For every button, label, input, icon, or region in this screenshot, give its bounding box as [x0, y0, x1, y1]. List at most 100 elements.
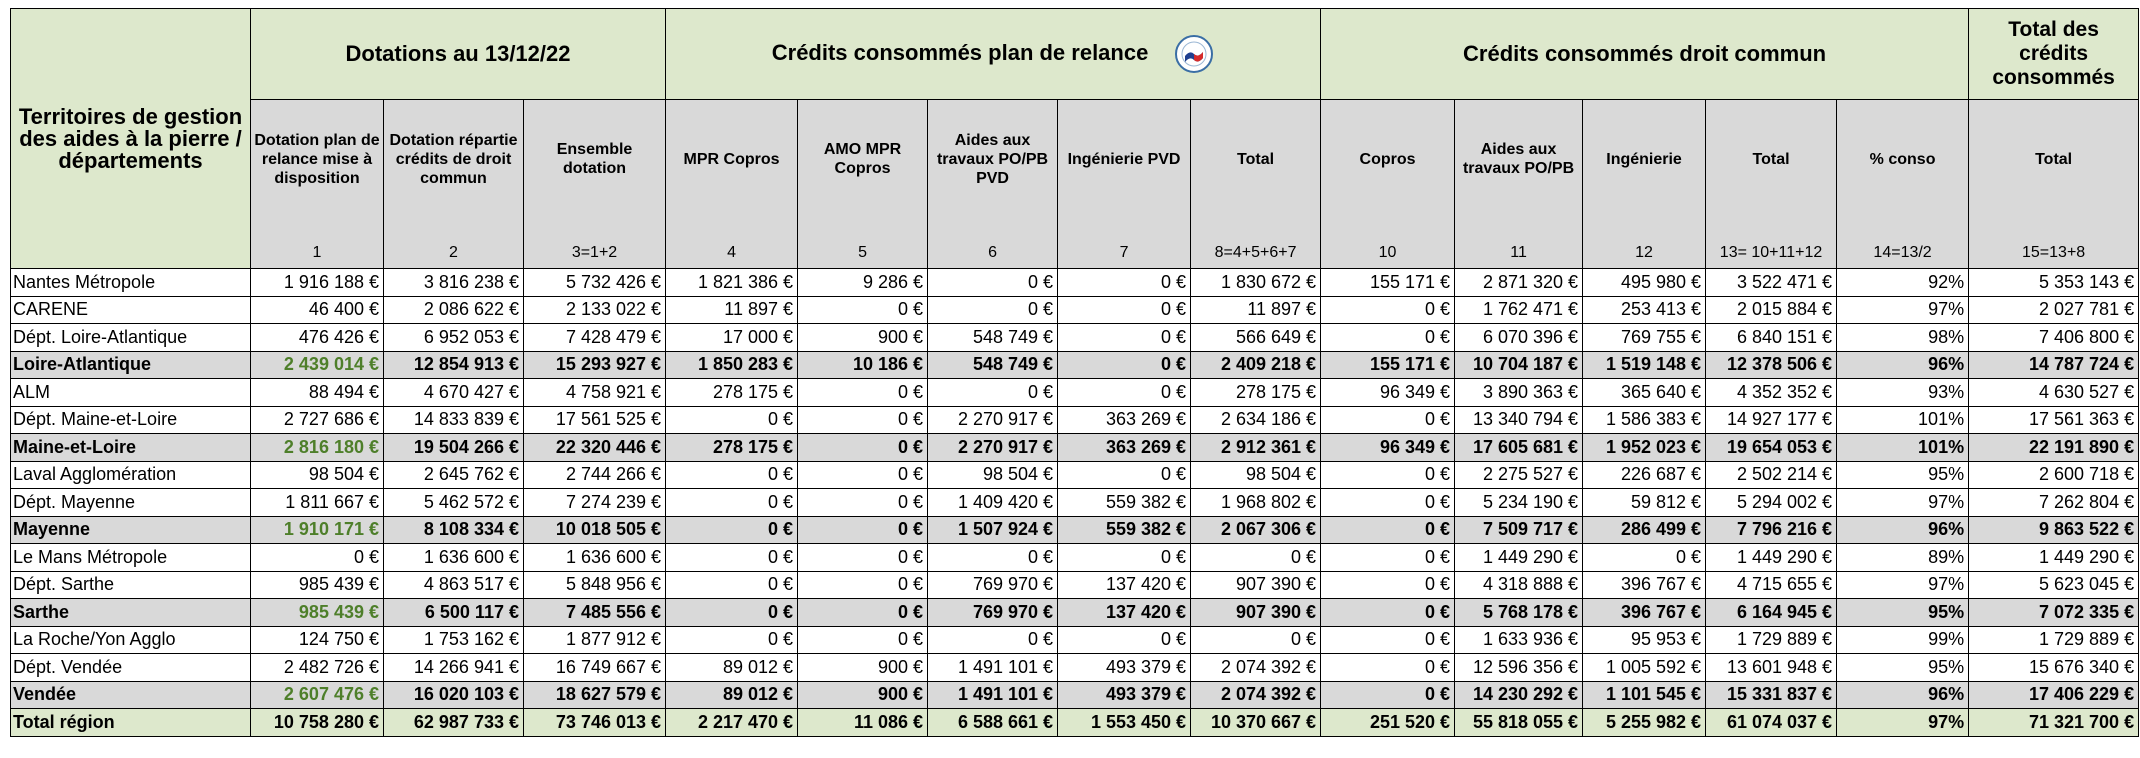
cell: 1 811 667 €	[250, 488, 384, 517]
cell: 17 605 681 €	[1454, 433, 1584, 462]
cell: 89%	[1836, 543, 1970, 572]
cell: 7 428 479 €	[522, 323, 667, 352]
cell: 2 645 762 €	[383, 460, 524, 489]
cell: 396 767 €	[1582, 570, 1707, 599]
cell: 19 654 053 €	[1705, 433, 1838, 462]
cell: 71 321 700 €	[1968, 708, 2140, 737]
table-row: Loire-Atlantique 2 439 014 €12 854 913 €1…	[10, 350, 2140, 379]
column-name: MPR Copros	[683, 150, 780, 168]
cell: 0 €	[797, 405, 929, 434]
column-header: MPR Copros 4	[665, 99, 799, 269]
column-name: Aides aux travaux PO/PB	[1462, 141, 1575, 177]
cell: 985 439 €	[250, 598, 384, 627]
cell: 7 262 804 €	[1968, 488, 2140, 517]
cell: 253 413 €	[1582, 295, 1707, 324]
column-header: Total 8=4+5+6+7	[1190, 99, 1322, 269]
cell: 15 293 927 €	[522, 350, 667, 379]
cell: 2 871 320 €	[1454, 268, 1584, 297]
cell: 101%	[1836, 433, 1970, 462]
territory-header: Territoires de gestion des aides à la pi…	[10, 8, 251, 269]
row-label: ALM	[10, 378, 251, 407]
cell: 2 816 180 €	[250, 433, 384, 462]
cell: 10 704 187 €	[1454, 350, 1584, 379]
cell: 0 €	[1057, 625, 1192, 654]
cell: 2 217 470 €	[665, 708, 799, 737]
cell: 769 755 €	[1582, 323, 1707, 352]
cell: 155 171 €	[1320, 268, 1456, 297]
cell: 0 €	[665, 625, 799, 654]
column-name: Total	[1752, 150, 1790, 168]
cell: 900 €	[797, 680, 929, 709]
table-row: Dépt. Sarthe 985 439 €4 863 517 €5 848 95…	[10, 570, 2140, 599]
cell: 0 €	[927, 295, 1059, 324]
cell: 97%	[1836, 570, 1970, 599]
cell: 1 633 936 €	[1454, 625, 1584, 654]
cell: 98%	[1836, 323, 1970, 352]
cell: 7 796 216 €	[1705, 515, 1838, 544]
cell: 1 830 672 €	[1190, 268, 1322, 297]
cell: 137 420 €	[1057, 570, 1192, 599]
cell: 92%	[1836, 268, 1970, 297]
cell: 1 952 023 €	[1582, 433, 1707, 462]
cell: 14 927 177 €	[1705, 405, 1838, 434]
cell: 5 255 982 €	[1582, 708, 1707, 737]
row-label: Mayenne	[10, 515, 251, 544]
cell: 1 409 420 €	[927, 488, 1059, 517]
cell: 5 234 190 €	[1454, 488, 1584, 517]
cell: 6 070 396 €	[1454, 323, 1584, 352]
cell: 907 390 €	[1190, 598, 1322, 627]
table-row: Nantes Métropole 1 916 188 €3 816 238 €5 …	[10, 268, 2140, 297]
cell: 55 818 055 €	[1454, 708, 1584, 737]
cell: 10 018 505 €	[522, 515, 667, 544]
cell: 251 520 €	[1320, 708, 1456, 737]
cell: 12 596 356 €	[1454, 653, 1584, 682]
cell: 0 €	[1057, 268, 1192, 297]
column-formula: 14=13/2	[1873, 244, 1932, 261]
cell: 1 586 383 €	[1582, 405, 1707, 434]
column-formula: 12	[1635, 244, 1653, 261]
cell: 6 500 117 €	[383, 598, 524, 627]
cell: 0 €	[797, 460, 929, 489]
row-label: Vendée	[10, 680, 251, 709]
cell: 5 848 956 €	[522, 570, 667, 599]
column-name: Dotation plan de relance mise à disposit…	[254, 131, 380, 187]
cell: 1 729 889 €	[1705, 625, 1838, 654]
cell: 2 439 014 €	[250, 350, 384, 379]
cell: 1 636 600 €	[383, 543, 524, 572]
cell: 17 406 229 €	[1968, 680, 2140, 709]
cell: 4 630 527 €	[1968, 378, 2140, 407]
cell: 7 406 800 €	[1968, 323, 2140, 352]
row-label: Maine-et-Loire	[10, 433, 251, 462]
cell: 0 €	[797, 433, 929, 462]
cell: 88 494 €	[250, 378, 384, 407]
cell: 1 916 188 €	[250, 268, 384, 297]
cell: 0 €	[1320, 460, 1456, 489]
group-label: Crédits consommés droit commun	[1463, 41, 1827, 66]
cell: 0 €	[797, 570, 929, 599]
cell: 0 €	[1190, 543, 1322, 572]
cell: 900 €	[797, 323, 929, 352]
column-header: Ingénierie 12	[1582, 99, 1707, 269]
cell: 5 732 426 €	[522, 268, 667, 297]
cell: 0 €	[1320, 515, 1456, 544]
cell: 18 627 579 €	[522, 680, 667, 709]
row-label: Loire-Atlantique	[10, 350, 251, 379]
column-formula: 3=1+2	[571, 244, 618, 261]
cell: 1 910 171 €	[250, 515, 384, 544]
cell: 7 509 717 €	[1454, 515, 1584, 544]
column-name: Total	[1237, 150, 1275, 168]
cell: 0 €	[927, 268, 1059, 297]
cell: 2 074 392 €	[1190, 653, 1322, 682]
cell: 0 €	[665, 460, 799, 489]
cell: 4 758 921 €	[522, 378, 667, 407]
cell: 0 €	[1320, 543, 1456, 572]
cell: 6 952 053 €	[383, 323, 524, 352]
cell: 6 588 661 €	[927, 708, 1059, 737]
table-row: Dépt. Maine-et-Loire 2 727 686 €14 833 83…	[10, 405, 2140, 434]
column-header: % conso 14=13/2	[1836, 99, 1970, 269]
table-row: La Roche/Yon Agglo 124 750 €1 753 162 €1 …	[10, 625, 2140, 654]
column-formula: 10	[1378, 244, 1397, 261]
cell: 2 270 917 €	[927, 433, 1059, 462]
row-label: Dépt. Loire-Atlantique	[10, 323, 251, 352]
cell: 2 600 718 €	[1968, 460, 2140, 489]
